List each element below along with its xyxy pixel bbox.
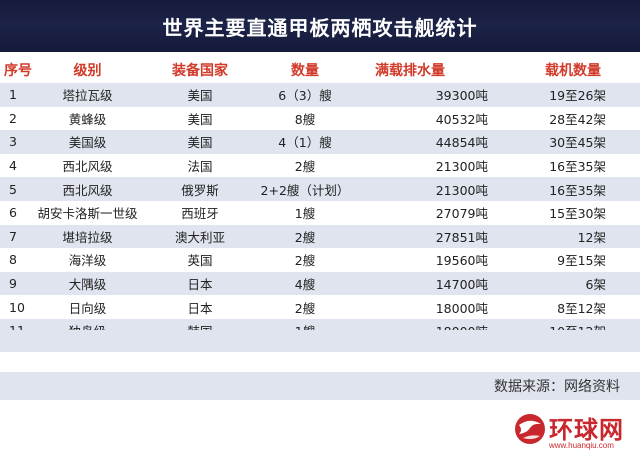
cell-displacement: 27851吨: [435, 229, 488, 245]
cell-aircraft: 12架: [577, 229, 606, 245]
cell-country: 澳大利亚: [174, 229, 225, 245]
cell-seq: 3: [9, 134, 17, 150]
cell-aircraft: 30至45架: [549, 135, 606, 151]
cell-class: 大隅级: [68, 277, 107, 293]
cell-aircraft: 15至30架: [549, 206, 606, 222]
cell-aircraft: 16至35架: [549, 182, 606, 198]
cell-class: 海洋级: [68, 253, 107, 269]
cell-class: 胡安卡洛斯一世级: [37, 206, 138, 222]
table-row: 3 美国级 美国 4（1）艘 44854吨 30至45架: [0, 130, 640, 154]
table-row: 10 日向级 日本 2艘 18000吨 8至12架: [0, 295, 640, 319]
cell-quantity: 2+2艘（计划）: [260, 182, 350, 198]
cell-quantity: 8艘: [294, 111, 316, 127]
cell-displacement: 21300吨: [435, 182, 488, 198]
cell-quantity: 1艘: [294, 206, 316, 222]
cell-displacement: 27079吨: [435, 206, 488, 222]
table-row: 9 大隅级 日本 4艘 14700吨 6架: [0, 271, 640, 296]
empty-table-row: [0, 330, 640, 352]
cell-seq: 10: [9, 299, 25, 315]
cell-class: 西北风级: [62, 182, 113, 198]
table-row: 8 海洋级 英国 2艘 19560吨 9至15架: [0, 248, 640, 272]
table-row: 1 塔拉瓦级 美国 6（3）艘 39300吨 19至26架: [0, 83, 640, 107]
cell-country: 英国: [187, 253, 213, 269]
cell-country: 美国: [187, 111, 213, 127]
cell-displacement: 21300吨: [435, 159, 488, 175]
cell-country: 美国: [187, 135, 213, 151]
cell-class: 堪培拉级: [62, 229, 113, 245]
cell-country: 日本: [187, 300, 213, 316]
statistics-table: 序号 级别 装备国家 数量 满载排水量 载机数量 1 塔拉瓦级 美国 6（3）艘…: [0, 57, 640, 343]
globe-logo-icon: [515, 414, 545, 444]
cell-seq: 7: [9, 228, 17, 244]
page-title: 世界主要直通甲板两栖攻击舰统计: [0, 0, 640, 52]
header-displacement: 满载排水量: [375, 63, 445, 79]
cell-class: 塔拉瓦级: [62, 88, 113, 104]
cell-seq: 9: [9, 276, 17, 292]
cell-aircraft: 9至15架: [557, 253, 606, 269]
header-country: 装备国家: [172, 63, 228, 79]
cell-displacement: 44854吨: [435, 135, 488, 151]
cell-aircraft: 6架: [585, 277, 606, 293]
cell-aircraft: 8至12架: [557, 300, 606, 316]
cell-class: 黄蜂级: [68, 111, 107, 127]
footer-band: [0, 372, 640, 400]
cell-class: 美国级: [68, 135, 107, 151]
cell-seq: 6: [9, 205, 17, 221]
huanqiu-logo: 环球网 www.huanqiu.com: [513, 412, 633, 458]
logo-url: www.huanqiu.com: [549, 441, 614, 450]
table-row: 7 堪培拉级 澳大利亚 2艘 27851吨 12架: [0, 224, 640, 249]
table-row: 6 胡安卡洛斯一世级 西班牙 1艘 27079吨 15至30架: [0, 201, 640, 225]
cell-seq: 5: [9, 181, 17, 197]
logo-text: 环球网: [549, 415, 624, 444]
cell-country: 日本: [187, 277, 213, 293]
header-seq: 序号: [4, 63, 32, 79]
cell-quantity: 6（3）艘: [278, 88, 332, 104]
cell-quantity: 2艘: [294, 159, 316, 175]
cell-seq: 1: [9, 87, 17, 103]
data-source-note: 数据来源：网络资料: [494, 379, 620, 395]
table-row: 2 黄蜂级 美国 8艘 40532吨 28至42架: [0, 107, 640, 131]
cell-quantity: 2艘: [294, 300, 316, 316]
table-header-row: 序号 级别 装备国家 数量 满载排水量 载机数量: [0, 57, 640, 83]
cell-aircraft: 16至35架: [549, 159, 606, 175]
cell-displacement: 39300吨: [435, 88, 488, 104]
cell-displacement: 19560吨: [435, 253, 488, 269]
cell-aircraft: 19至26架: [549, 88, 606, 104]
cell-class: 日向级: [68, 300, 107, 316]
cell-displacement: 14700吨: [435, 277, 488, 293]
header-class: 级别: [73, 63, 102, 79]
cell-class: 西北风级: [62, 159, 113, 175]
header-quantity: 数量: [291, 63, 319, 79]
cell-displacement: 40532吨: [435, 111, 488, 127]
cell-quantity: 4艘: [294, 277, 316, 293]
cell-country: 西班牙: [181, 206, 219, 222]
table-row: 4 西北风级 法国 2艘 21300吨 16至35架: [0, 154, 640, 178]
cell-country: 俄罗斯: [181, 182, 219, 198]
cell-quantity: 2艘: [294, 229, 316, 245]
cell-seq: 8: [9, 252, 17, 268]
cell-quantity: 4（1）艘: [278, 135, 332, 151]
cell-aircraft: 28至42架: [549, 111, 606, 127]
cell-displacement: 18000吨: [435, 300, 488, 316]
table-row: 5 西北风级 俄罗斯 2+2艘（计划） 21300吨 16至35架: [0, 177, 640, 201]
header-aircraft: 载机数量: [545, 63, 601, 79]
cell-seq: 4: [9, 158, 17, 174]
cell-country: 美国: [187, 88, 213, 104]
cell-quantity: 2艘: [294, 253, 316, 269]
cell-seq: 2: [9, 110, 17, 126]
cell-country: 法国: [187, 159, 213, 175]
